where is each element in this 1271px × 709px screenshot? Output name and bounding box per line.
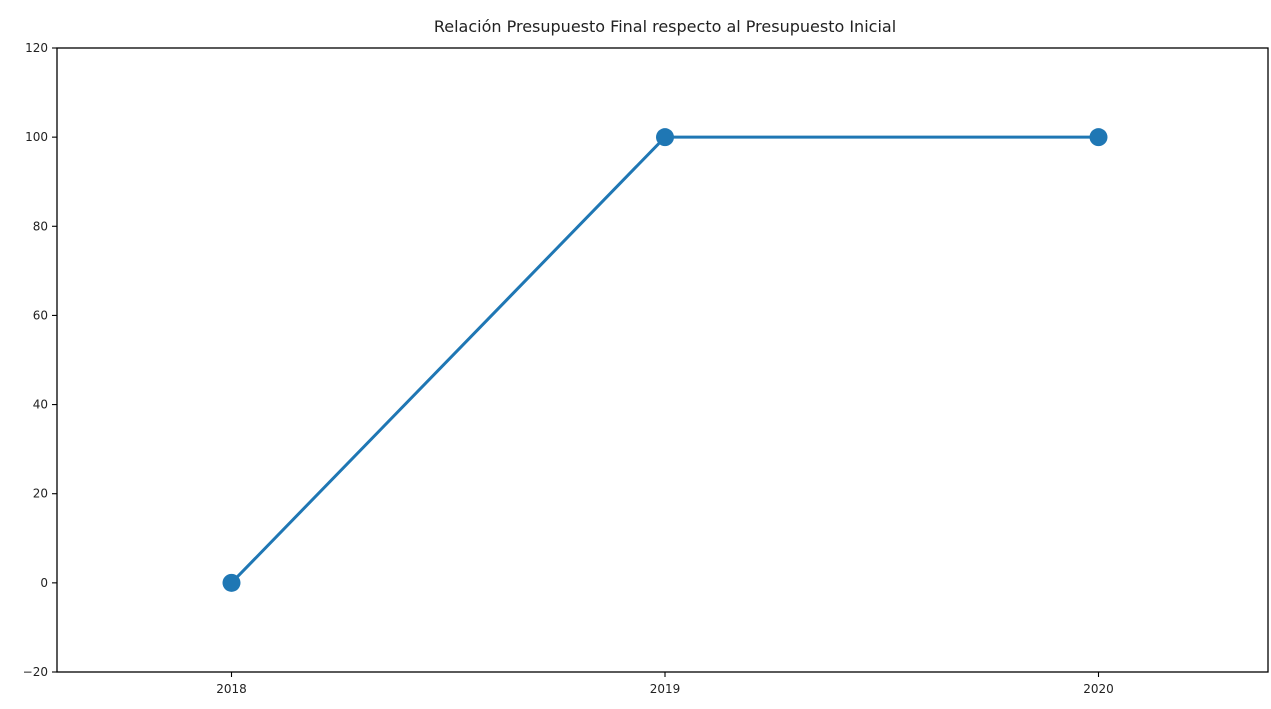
series-line [230,135,1099,584]
data-point [1089,128,1108,147]
y-tick-label: 120 [25,41,48,55]
data-point [656,128,674,147]
plot-area-frame [56,47,1269,673]
x-tick-label: 2019 [650,682,681,696]
x-tick-label: 2020 [1083,682,1114,696]
x-axis: 2018 2019 2020 [216,672,1114,696]
y-tick-label: 80 [33,219,48,233]
y-tick-label: 40 [33,398,48,412]
y-axis: −20 0 20 40 60 80 100 120 [23,41,57,679]
y-tick-label: 60 [33,308,48,322]
y-tick-label: 0 [40,576,48,590]
y-tick-label: 20 [33,487,48,501]
y-tick-label: 100 [25,130,48,144]
chart-title: Relación Presupuesto Final respecto al P… [434,17,896,36]
x-tick-label: 2018 [216,682,247,696]
plot-series [222,128,1108,592]
y-tick-label: −20 [23,665,48,679]
data-point [222,573,241,592]
